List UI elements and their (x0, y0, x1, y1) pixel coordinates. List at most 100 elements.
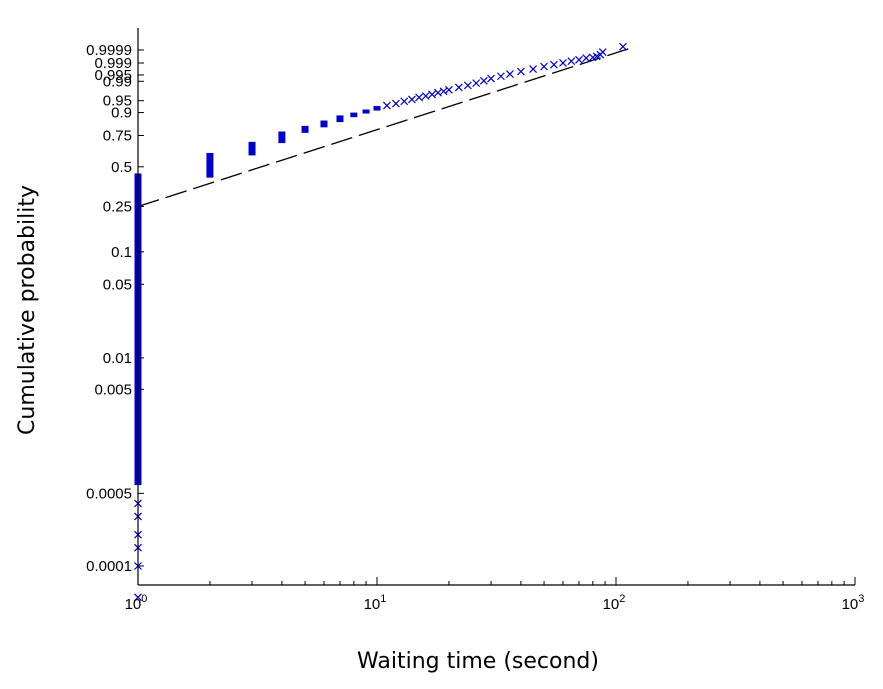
x-tick-base: 10 (842, 596, 859, 613)
marker-stroke (392, 99, 400, 108)
data-point (497, 72, 505, 81)
data-point (567, 57, 576, 66)
data-point (540, 62, 548, 71)
marker-stroke (445, 85, 453, 94)
y-tick-label: 0.25 (103, 198, 132, 215)
reference-line-layer (137, 46, 636, 208)
data-point (434, 88, 442, 97)
marker-stroke (472, 79, 481, 88)
y-tick-label: 0.05 (103, 276, 132, 293)
marker-stroke (463, 81, 472, 90)
y-tick-label: 0.99 (103, 73, 132, 90)
marker-stroke (567, 57, 576, 66)
x-tick-base: 10 (603, 596, 620, 613)
marker-group (350, 112, 358, 118)
marker-stroke (415, 93, 424, 102)
data-point (415, 93, 424, 102)
data-point (529, 65, 538, 74)
marker-stroke (598, 48, 607, 56)
data-point (428, 90, 437, 99)
marker-stroke (428, 90, 437, 99)
marker-stroke (479, 76, 488, 85)
data-point (382, 101, 391, 110)
marker-group (362, 109, 370, 114)
tick-labels-layer: 0.0001 0.0005 0.005 0.01 0.05 0.1 0.25 0.5 0.75 0… (86, 42, 864, 613)
data-point (619, 42, 627, 51)
marker-stroke (439, 87, 448, 96)
y-tick-label: 0.0001 (86, 558, 132, 575)
marker-group (320, 120, 328, 128)
data-point (506, 70, 514, 78)
data-point (445, 85, 453, 94)
marker-stroke (516, 67, 525, 76)
marker-group (206, 152, 214, 178)
marker-stroke (134, 593, 142, 602)
marker-stroke (559, 59, 567, 67)
marker-group (278, 131, 286, 144)
y-tick-label: 0.95 (103, 93, 132, 110)
y-tick-label: 0.1 (111, 244, 132, 261)
x-tick-exponent: 1 (380, 593, 386, 605)
marker-stroke (575, 55, 583, 64)
data-point (463, 81, 472, 90)
marker-group (248, 141, 256, 156)
axes-layer (137, 28, 856, 586)
x-tick-base: 10 (364, 596, 381, 613)
data-point (408, 95, 416, 104)
data-point (487, 74, 495, 83)
data-point (392, 99, 400, 108)
x-tick-exponent: 3 (858, 593, 864, 605)
marker-group (373, 106, 381, 111)
marker-stroke (487, 74, 495, 83)
data-point (582, 54, 591, 62)
marker-stroke (421, 92, 430, 100)
data-point (598, 48, 607, 56)
x-tick-exponent: 0 (141, 593, 147, 605)
data-point (575, 55, 583, 64)
marker-stroke (506, 70, 514, 78)
y-tick-label: 0.0005 (86, 485, 132, 502)
x-tick-label: 102 (603, 593, 626, 613)
data-point (472, 79, 481, 88)
marker-group (301, 125, 309, 133)
y-tick-label: 0.005 (94, 381, 132, 398)
y-axis-label: Cumulative probability (15, 185, 40, 435)
x-axis-label: Waiting time (second) (357, 649, 599, 674)
marker-stroke (454, 83, 463, 92)
data-point (550, 60, 558, 69)
data-point (439, 87, 448, 96)
data-point (479, 76, 488, 85)
x-tick-label: 103 (842, 593, 865, 613)
y-tick-label: 0.9 (111, 105, 132, 122)
reference-line (137, 46, 636, 208)
y-tick-label: 0.01 (103, 350, 132, 367)
data-point (421, 92, 430, 100)
marker-stroke (408, 95, 416, 104)
x-tick-label: 101 (364, 593, 387, 613)
marker-stroke (582, 54, 591, 62)
x-tick-exponent: 2 (619, 593, 625, 605)
data-point (454, 83, 463, 92)
y-tick-label: 0.9999 (86, 42, 132, 59)
data-point (400, 97, 409, 106)
x-tick-base: 10 (125, 596, 142, 613)
marker-stroke (619, 42, 627, 51)
y-tick-label: 0.5 (111, 159, 132, 176)
marker-stroke (434, 88, 442, 97)
marker-stroke (529, 65, 538, 74)
y-tick-label: 0.999 (94, 55, 132, 72)
data-point (559, 59, 567, 67)
data-point (516, 67, 525, 76)
y-tick-label: 0.75 (103, 127, 132, 144)
marker-stroke (550, 60, 558, 69)
marker-stroke (382, 101, 391, 110)
marker-group (336, 115, 344, 123)
data-point (134, 593, 142, 602)
marker-stroke (400, 97, 409, 106)
y-tick-label: 0.995 (94, 67, 132, 84)
marker-stroke (540, 62, 548, 71)
data-points-layer (134, 42, 627, 602)
x-tick-label: 100 (125, 593, 148, 613)
marker-stroke (497, 72, 505, 81)
